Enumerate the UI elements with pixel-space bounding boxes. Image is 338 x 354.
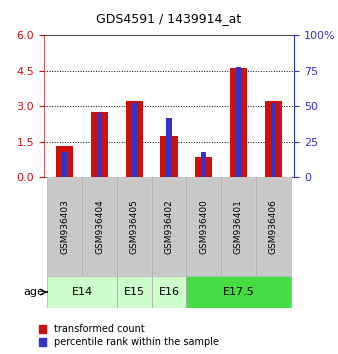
Text: E17.5: E17.5	[223, 287, 255, 297]
Bar	[117, 276, 152, 308]
Text: GSM936405: GSM936405	[130, 199, 139, 254]
Bar	[201, 152, 206, 177]
Bar	[126, 102, 143, 177]
Bar	[97, 113, 102, 177]
Text: GSM936401: GSM936401	[234, 199, 243, 254]
Bar	[82, 177, 117, 276]
Text: age: age	[23, 287, 44, 297]
Text: GDS4591 / 1439914_at: GDS4591 / 1439914_at	[96, 12, 242, 25]
Bar	[82, 177, 117, 276]
Text: E15: E15	[124, 287, 145, 297]
Bar	[256, 177, 291, 276]
Bar	[47, 276, 117, 308]
Bar	[91, 112, 108, 177]
Bar	[62, 152, 67, 177]
Bar	[117, 177, 152, 276]
Bar	[186, 177, 221, 276]
Text: GSM936400: GSM936400	[199, 199, 208, 254]
Bar	[230, 68, 247, 177]
Bar	[152, 177, 186, 276]
Bar	[265, 102, 282, 177]
Bar	[186, 177, 221, 276]
Bar	[166, 118, 172, 177]
Text: E16: E16	[159, 287, 179, 297]
Bar	[56, 146, 73, 177]
Text: GSM936404: GSM936404	[95, 199, 104, 254]
Bar	[236, 67, 241, 177]
Bar	[47, 177, 82, 276]
Text: GSM936406: GSM936406	[269, 199, 278, 254]
Text: GSM936403: GSM936403	[60, 199, 69, 254]
Bar	[221, 177, 256, 276]
Bar	[117, 177, 152, 276]
Bar	[256, 177, 291, 276]
Bar	[132, 103, 137, 177]
Bar	[221, 177, 256, 276]
Bar	[152, 177, 186, 276]
Bar	[47, 177, 82, 276]
Bar	[152, 276, 186, 308]
Text: GSM936402: GSM936402	[165, 199, 173, 254]
Text: E14: E14	[72, 287, 93, 297]
Bar	[195, 157, 212, 177]
Bar	[186, 276, 291, 308]
Legend: transformed count, percentile rank within the sample: transformed count, percentile rank withi…	[39, 325, 219, 347]
Bar	[160, 136, 178, 177]
Bar	[271, 103, 276, 177]
